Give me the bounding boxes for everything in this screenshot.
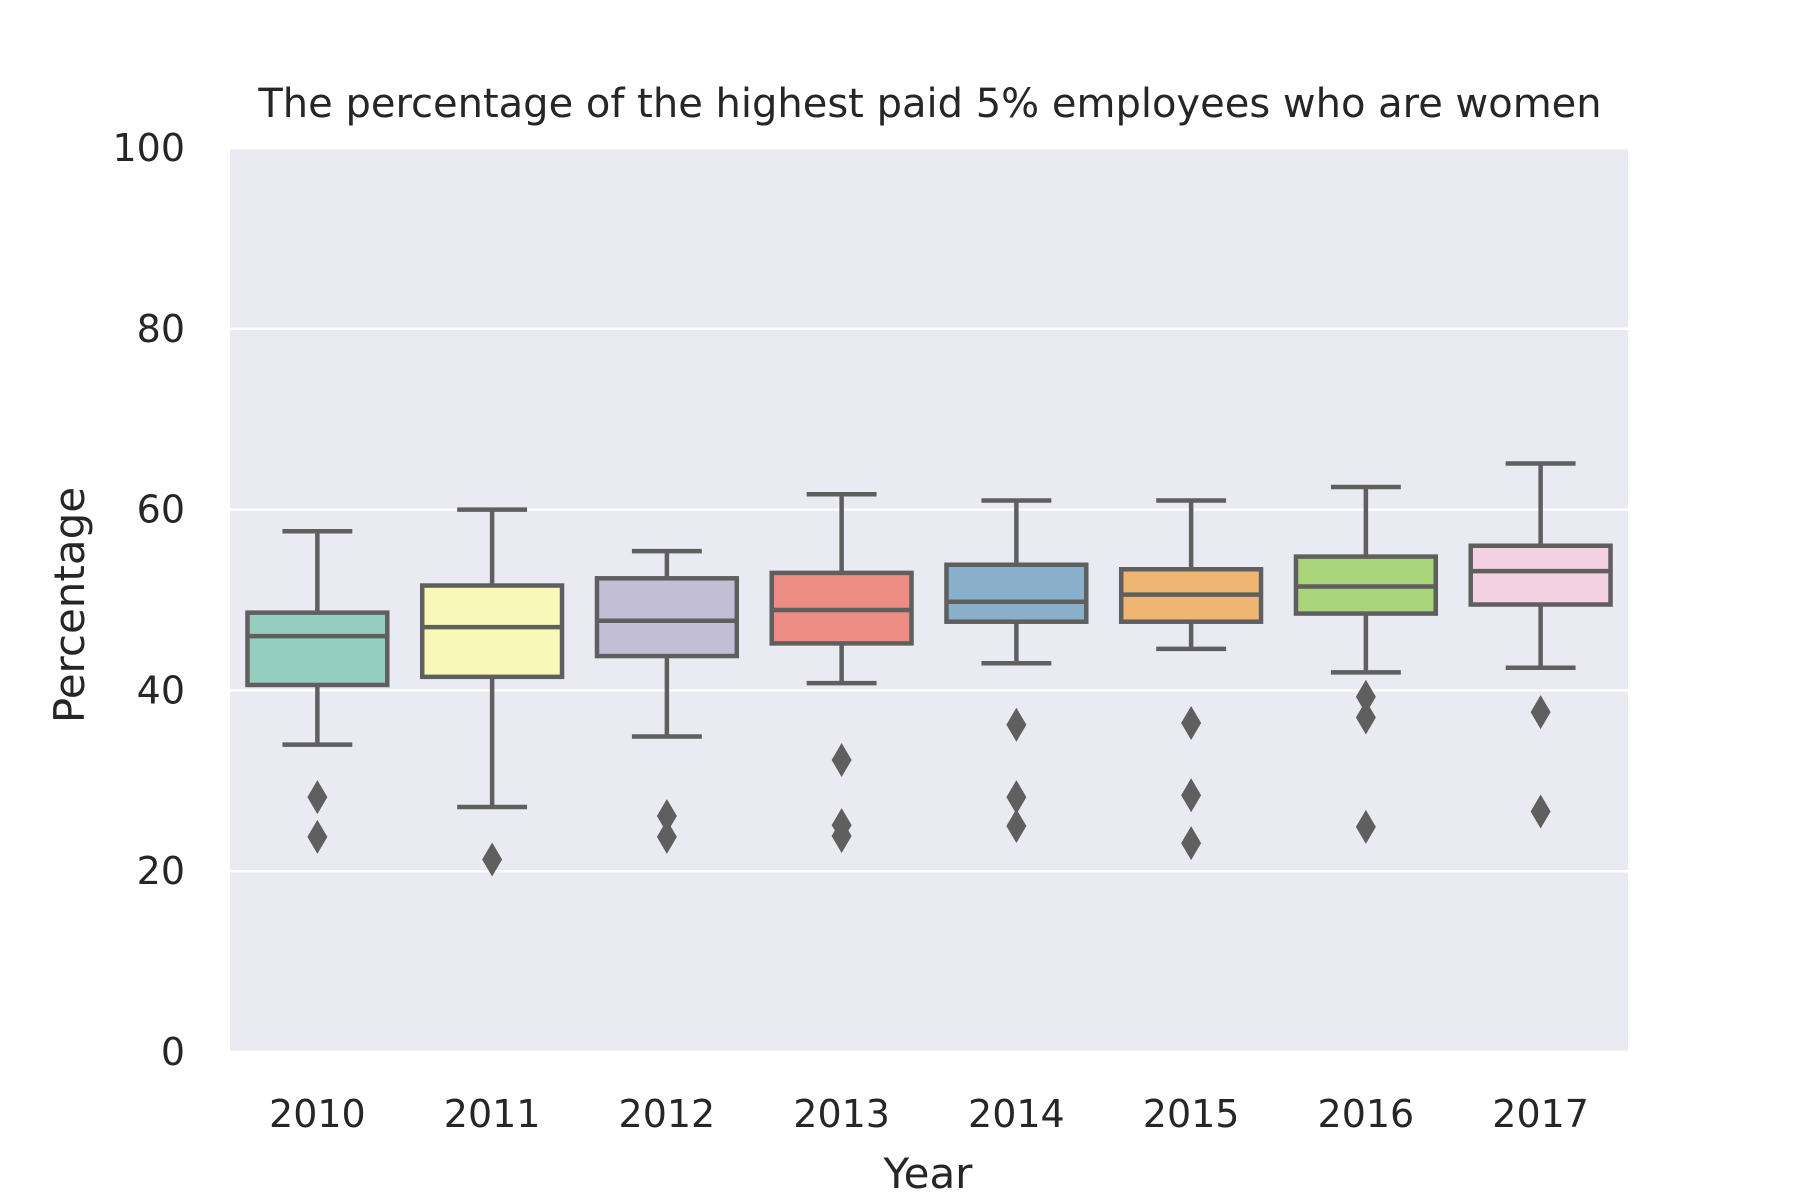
outlier-point (831, 743, 852, 778)
y-tick-label: 40 (137, 668, 185, 712)
x-axis-ticks: 2010 2011 2012 2013 2014 2015 2016 2017 (269, 1092, 1589, 1136)
box-group-2012 (594, 548, 740, 854)
box-group-2015 (1118, 498, 1264, 861)
y-axis-ticks: 0 20 40 60 80 100 (112, 126, 185, 1074)
outlier-point (1006, 707, 1027, 742)
outlier-point (1181, 705, 1202, 740)
outlier-point (1355, 679, 1376, 714)
box-iqr (944, 562, 1089, 624)
box-group-2016 (1293, 484, 1439, 844)
x-tick-label: 2016 (1318, 1092, 1415, 1136)
x-tick-label: 2015 (1143, 1092, 1240, 1136)
y-tick-label: 20 (137, 849, 185, 893)
y-tick-label: 100 (112, 126, 185, 170)
y-tick-label: 0 (161, 1030, 185, 1074)
box-group-2011 (419, 507, 565, 877)
outlier-point (1181, 778, 1202, 813)
boxes (245, 461, 1613, 877)
box-group-2013 (769, 491, 914, 853)
x-tick-label: 2013 (793, 1092, 890, 1136)
x-tick-label: 2010 (269, 1092, 366, 1136)
x-tick-label: 2014 (968, 1092, 1065, 1136)
y-tick-label: 60 (137, 488, 185, 532)
outlier-point (656, 799, 677, 834)
outlier-point (656, 819, 677, 854)
y-axis-label: Percentage (45, 487, 94, 723)
x-tick-label: 2017 (1492, 1092, 1589, 1136)
box-iqr (1468, 543, 1613, 607)
x-tick-label: 2011 (444, 1092, 541, 1136)
outlier-point (1355, 809, 1376, 844)
box-group-2010 (245, 529, 390, 854)
outlier-point (307, 780, 328, 815)
box-iqr (419, 583, 565, 680)
outlier-point (1355, 700, 1376, 735)
box-iqr (245, 610, 390, 688)
y-tick-label: 80 (137, 307, 185, 351)
outlier-point (1530, 794, 1551, 829)
x-tick-label: 2012 (619, 1092, 716, 1136)
outlier-point (1006, 809, 1027, 843)
outlier-point (1181, 826, 1202, 861)
box-group-2017 (1468, 461, 1613, 829)
outlier-point (1006, 780, 1027, 815)
box-group-2014 (944, 498, 1089, 843)
box-iqr (594, 576, 740, 659)
chart-title: The percentage of the highest paid 5% em… (257, 81, 1601, 127)
outlier-point (307, 819, 328, 854)
outlier-point (482, 842, 503, 877)
outlier-point (831, 818, 852, 853)
outlier-point (1530, 695, 1551, 730)
x-axis-label: Year (883, 1149, 974, 1198)
